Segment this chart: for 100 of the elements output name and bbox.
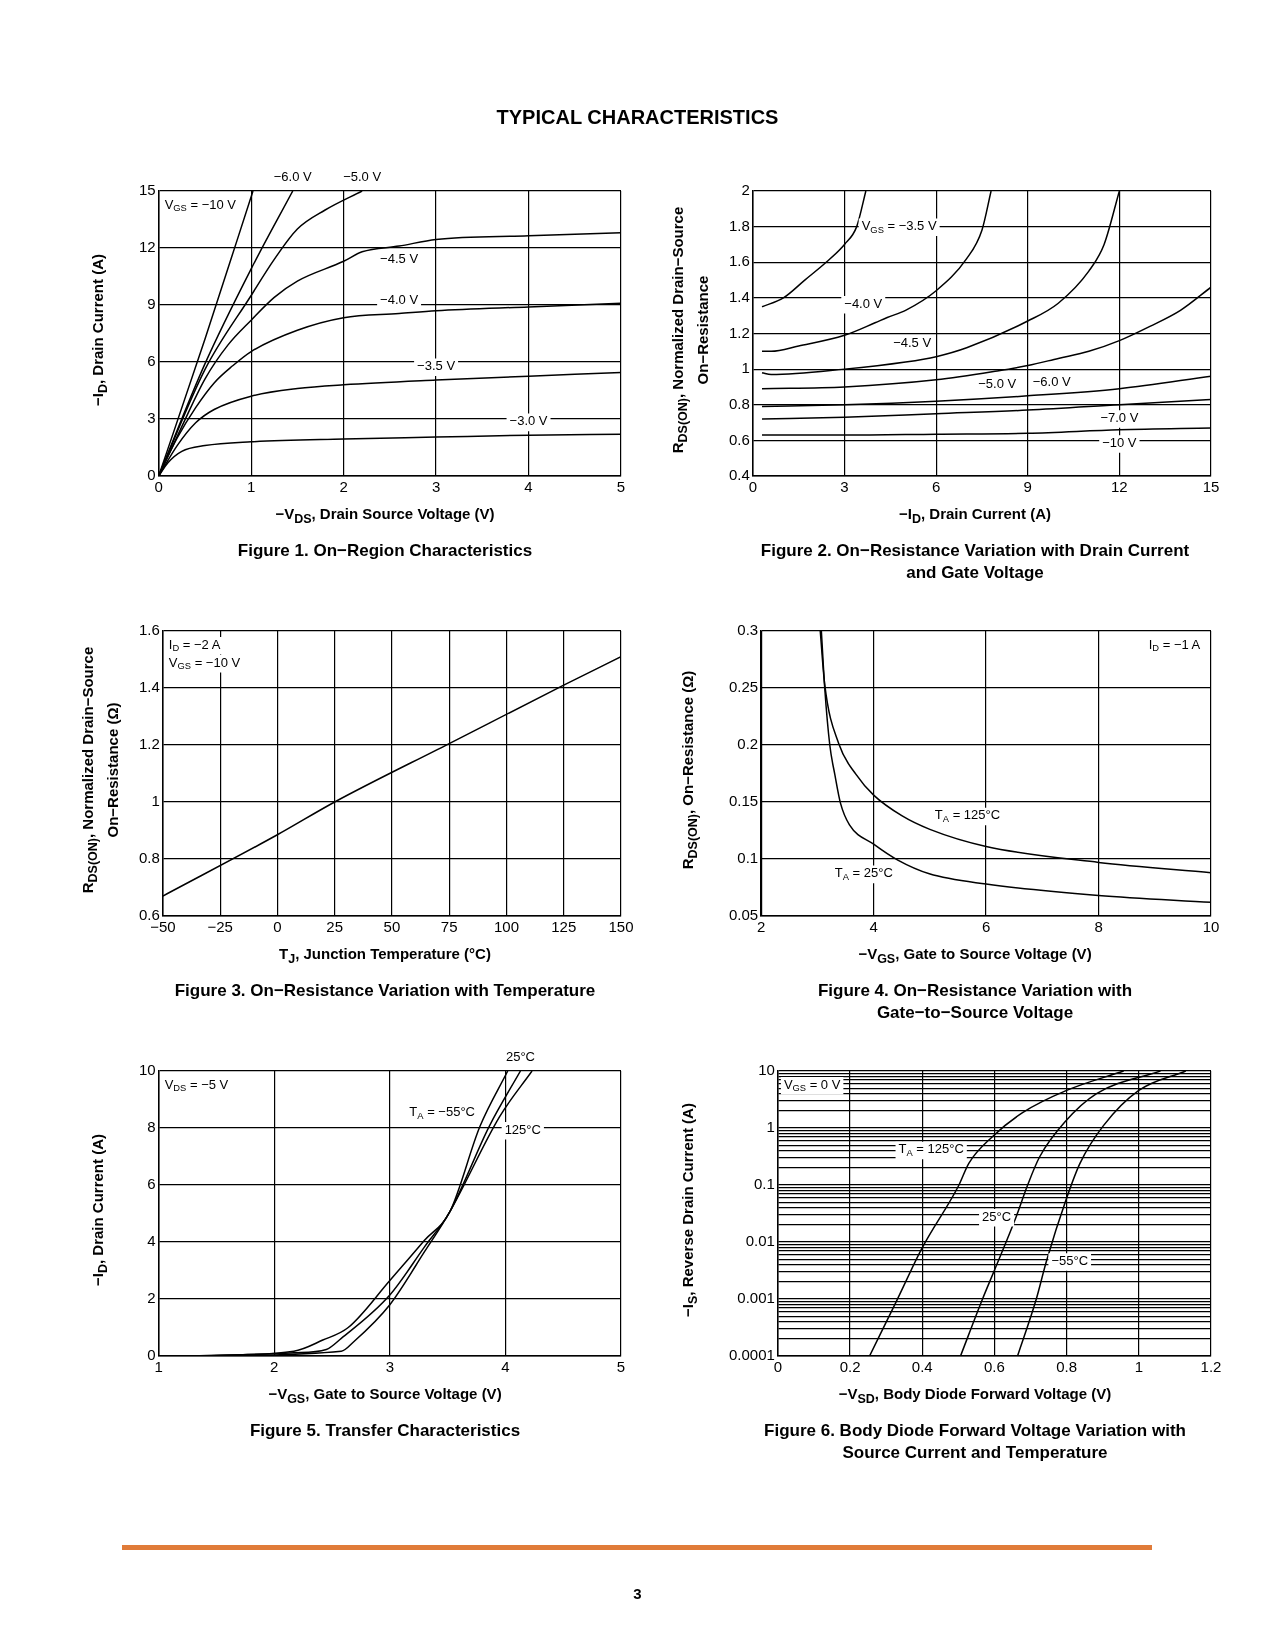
x-tick-label: 0.8	[1056, 1358, 1078, 1376]
x-tick-label: −25	[207, 918, 233, 936]
y-tick-label: 1	[766, 1118, 775, 1136]
annotation: −4.0 V	[380, 291, 419, 307]
y-tick-label: 1.6	[728, 252, 750, 270]
y-tick-label: 0.1	[737, 849, 759, 867]
x-tick-label: 8	[1094, 918, 1103, 936]
text: Figure 2. On−Resistance Variation with Drain Current and Gate Voltage	[759, 540, 1191, 584]
annotation: −7.0 V	[1100, 409, 1139, 425]
y-tick-label: 0.05	[728, 906, 759, 924]
annotation: 25°C	[505, 1049, 535, 1065]
x-axis-title: T$_{J}$, Junction Temperature (°C)	[278, 945, 492, 966]
x-tick-label: 4	[524, 478, 533, 496]
x-tick-label: 3	[431, 478, 441, 496]
annotation: −3.0 V	[509, 413, 548, 429]
y-tick-label: 10	[139, 1061, 156, 1079]
y-tick-label: 0.15	[728, 792, 759, 810]
annotation: −6.0 V	[273, 169, 313, 185]
y-tick-label: 1.4	[138, 678, 160, 696]
y-tick-label: 0.8	[138, 849, 160, 867]
x-tick-label: 6	[981, 918, 991, 936]
x-tick-label: 0.4	[911, 1358, 933, 1376]
y-tick-label: 3	[147, 409, 156, 427]
y-tick-label: 0.001	[737, 1289, 775, 1307]
x-tick-label: 3	[840, 478, 849, 496]
y-tick-label: 0.6	[138, 906, 160, 924]
y-tick-label: 4	[147, 1232, 156, 1250]
x-tick-label: 1.2	[1200, 1358, 1222, 1376]
y-tick-label: 0.01	[745, 1232, 775, 1250]
annotation: −6.0 V	[1032, 373, 1072, 389]
annotation: −55°C	[1051, 1252, 1089, 1268]
y-tick-label: 12	[139, 238, 156, 256]
x-tick-label: 6	[931, 478, 941, 496]
x-tick-label: 50	[383, 918, 401, 936]
x-axis-title: −V$_{DS}$, Drain Source Voltage (V)	[274, 505, 496, 526]
y-tick-label: 0.2	[737, 735, 759, 753]
x-tick-label: 100	[493, 918, 519, 936]
y-tick-label: 1.8	[728, 216, 750, 234]
x-tick-label: 12	[1111, 478, 1128, 496]
y-tick-label: 0.0001	[728, 1346, 775, 1364]
y-tick-label: 0	[147, 1346, 156, 1364]
annotation: 25°C	[982, 1208, 1012, 1224]
x-tick-label: 0	[273, 918, 282, 936]
y-tick-label: 8	[147, 1118, 156, 1136]
y-tick-label: 1.4	[728, 288, 750, 306]
text: 3	[632, 1585, 643, 1602]
text: Figure 6. Body Diode Forward Voltage Variation with Source Current and Temperature	[763, 1420, 1187, 1464]
y-tick-label: 1	[741, 359, 750, 377]
x-tick-label: 9	[1023, 478, 1032, 496]
x-tick-label: 3	[385, 1358, 395, 1376]
text: Figure 3. On−Resistance Variation with Temperature	[173, 980, 597, 1002]
annotation: −4.5 V	[380, 251, 419, 267]
y-tick-label: 0.3	[737, 621, 759, 639]
y-tick-label: 6	[147, 352, 156, 370]
x-axis-title: −I$_{D}$, Drain Current (A)	[898, 505, 1052, 526]
annotation: −3.5 V	[417, 358, 456, 374]
x-tick-label: 4	[869, 918, 878, 936]
y-tick-label: 0.6	[728, 430, 750, 448]
y-tick-label: 0.25	[728, 678, 759, 696]
x-tick-label: 1	[246, 478, 256, 496]
text: TYPICAL CHARACTERISTICS	[495, 106, 780, 129]
x-tick-label: 125	[551, 918, 577, 936]
y-tick-label: 1.2	[138, 735, 160, 753]
x-axis-title: −V$_{SD}$, Body Diode Forward Voltage (V)	[837, 1385, 1113, 1406]
x-tick-label: 15	[1202, 478, 1220, 496]
x-tick-label: 5	[616, 1358, 626, 1376]
x-tick-label: 150	[608, 918, 634, 936]
x-tick-label: 2	[270, 1358, 279, 1376]
y-tick-label: 15	[139, 181, 156, 199]
text: Figure 5. Transfer Characteristics	[248, 1420, 522, 1442]
x-tick-label: 75	[440, 918, 458, 936]
x-tick-label: 10	[1202, 918, 1220, 936]
y-tick-label: 1	[151, 792, 160, 810]
x-tick-label: 4	[501, 1358, 510, 1376]
y-tick-label: 0.4	[728, 466, 750, 484]
y-tick-label: 9	[147, 295, 156, 313]
y-tick-label: 6	[147, 1175, 156, 1193]
text: Figure 1. On−Region Characteristics	[236, 540, 534, 562]
x-tick-label: 1	[1134, 1358, 1143, 1376]
annotation: −4.5 V	[893, 334, 932, 350]
x-tick-label: 0.6	[984, 1358, 1005, 1376]
y-tick-label: 0	[147, 466, 156, 484]
x-tick-label: 0.2	[839, 1358, 861, 1376]
y-tick-label: 0.8	[728, 394, 750, 412]
text: Figure 4. On−Resistance Variation with Gate−to−Source Voltage	[816, 980, 1134, 1024]
x-tick-label: 25	[326, 918, 343, 936]
x-axis-title: −V$_{GS}$, Gate to Source Voltage (V)	[857, 945, 1093, 966]
y-tick-label: 10	[758, 1061, 775, 1079]
annotation: −5.0 V	[343, 169, 382, 185]
y-tick-label: 1.6	[138, 621, 160, 639]
annotation: −4.0 V	[844, 295, 883, 311]
y-tick-label: 2	[741, 181, 750, 199]
annotation: −5.0 V	[978, 375, 1017, 391]
y-tick-label: 0.1	[754, 1175, 775, 1193]
y-tick-label: 1.2	[728, 323, 750, 341]
annotation: 125°C	[504, 1121, 541, 1137]
x-tick-label: 2	[339, 478, 348, 496]
x-axis-title: −V$_{GS}$, Gate to Source Voltage (V)	[267, 1385, 503, 1406]
annotation: −10 V	[1102, 434, 1137, 450]
x-tick-label: 5	[616, 478, 626, 496]
